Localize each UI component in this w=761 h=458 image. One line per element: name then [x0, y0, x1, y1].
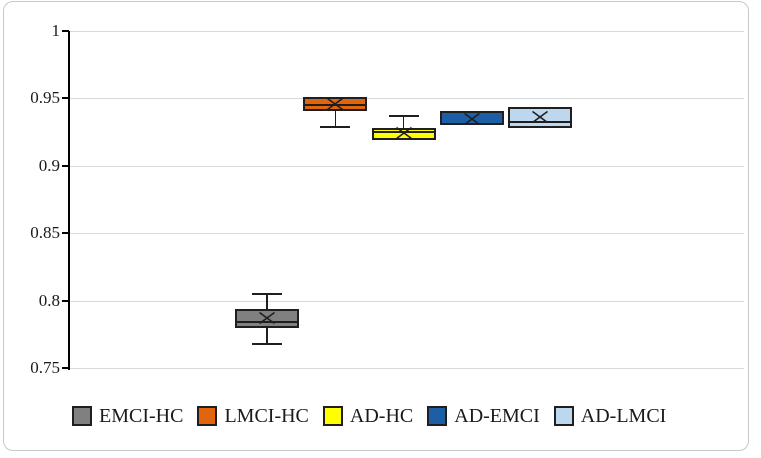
- upper-whisker-line: [266, 293, 268, 309]
- gridline: [69, 368, 744, 369]
- upper-whisker-cap: [388, 114, 419, 117]
- legend-label: AD-LMCI: [580, 404, 667, 427]
- lower-whisker-cap: [320, 125, 351, 128]
- legend-item-ad-lmci: AD-LMCI: [553, 404, 667, 428]
- upper-whisker-line: [402, 115, 405, 129]
- gridline: [69, 98, 744, 100]
- mean-marker: [531, 110, 549, 124]
- y-axis-tick: [62, 30, 69, 32]
- legend-item-ad-emci: AD-EMCI: [427, 405, 540, 428]
- figure-border: [3, 1, 749, 451]
- mean-marker: [395, 126, 413, 140]
- legend-item-ad-hc: AD-HC: [322, 404, 414, 428]
- lower-whisker-cap: [252, 342, 282, 345]
- mean-marker: [463, 112, 481, 126]
- upper-whisker-cap: [252, 292, 282, 295]
- y-tick-label: 0.75: [30, 358, 60, 377]
- median-line: [305, 104, 366, 107]
- legend-label: AD-HC: [349, 404, 414, 427]
- y-axis-tick: [62, 164, 69, 167]
- chart-legend: EMCI-HC LMCI-HC AD-HC AD-EMCI AD-LMCI: [72, 404, 666, 428]
- y-axis-tick: [62, 367, 69, 369]
- y-tick-label: 0.9: [38, 155, 60, 175]
- y-tick-label: 1: [51, 21, 61, 40]
- mean-marker: [258, 311, 276, 325]
- median-line: [510, 120, 570, 123]
- legend-item-emci-hc: EMCI-HC: [72, 405, 183, 428]
- gridline: [69, 300, 744, 302]
- mean-marker: [326, 97, 344, 111]
- y-axis-tick: [62, 299, 69, 302]
- y-tick-label: 0.95: [30, 88, 60, 108]
- legend-swatch: [322, 406, 343, 426]
- gridline: [69, 165, 744, 167]
- legend-swatch: [197, 406, 218, 426]
- legend-label: AD-EMCI: [454, 404, 540, 427]
- legend-swatch: [72, 406, 92, 426]
- legend-swatch: [427, 406, 448, 426]
- y-tick-label: 0.8: [38, 290, 60, 310]
- median-line: [237, 321, 297, 324]
- y-axis-tick: [62, 232, 69, 235]
- legend-swatch: [553, 406, 574, 426]
- y-axis-line: [68, 31, 70, 370]
- y-axis-tick: [62, 97, 69, 100]
- legend-label: EMCI-HC: [99, 404, 184, 427]
- legend-item-lmci-hc: LMCI-HC: [197, 404, 309, 428]
- legend-label: LMCI-HC: [224, 404, 309, 427]
- lower-whisker-line: [334, 110, 336, 127]
- gridline: [69, 31, 744, 32]
- median-line: [373, 131, 434, 134]
- lower-whisker-line: [266, 327, 268, 344]
- y-tick-label: 0.85: [30, 223, 60, 243]
- gridline: [69, 233, 744, 235]
